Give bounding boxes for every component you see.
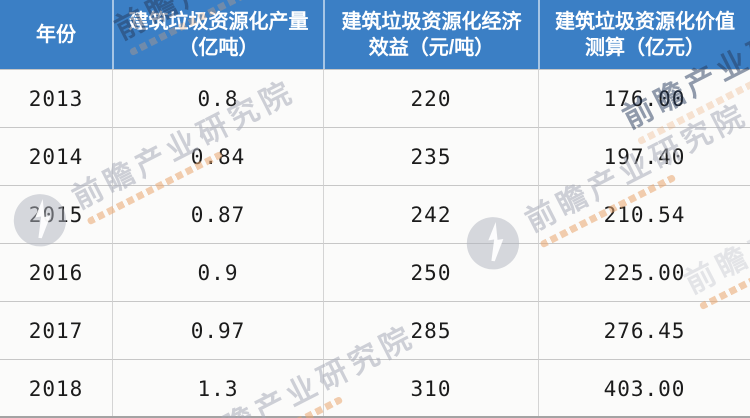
cell-benefit: 242 bbox=[323, 185, 538, 243]
cell-output: 0.87 bbox=[112, 185, 323, 243]
column-header-line1: 建筑垃圾资源化经济 bbox=[341, 10, 522, 33]
cell-value: 210.54 bbox=[538, 185, 750, 243]
cell-benefit: 235 bbox=[323, 127, 538, 185]
cell-value: 197.40 bbox=[538, 127, 750, 185]
cell-benefit: 250 bbox=[323, 243, 538, 301]
cell-year: 2016 bbox=[0, 243, 112, 301]
column-header-line2: 效益（元/吨） bbox=[368, 36, 495, 59]
cell-output: 0.8 bbox=[112, 69, 323, 127]
cell-value: 276.45 bbox=[538, 301, 750, 359]
column-header-benefit: 建筑垃圾资源化经济 效益（元/吨） bbox=[323, 0, 538, 69]
cell-output: 0.84 bbox=[112, 127, 323, 185]
column-header-line2: （亿吨） bbox=[178, 36, 259, 59]
column-header-value: 建筑垃圾资源化价值 测算（亿元） bbox=[538, 0, 750, 69]
cell-value: 225.00 bbox=[538, 243, 750, 301]
cell-year: 2017 bbox=[0, 301, 112, 359]
cell-year: 2013 bbox=[0, 69, 112, 127]
cell-year: 2014 bbox=[0, 127, 112, 185]
cell-value: 403.00 bbox=[538, 359, 750, 417]
column-header-year: 年份 bbox=[0, 0, 112, 69]
cell-output: 0.9 bbox=[112, 243, 323, 301]
column-header-line2: 测算（亿元） bbox=[585, 36, 705, 59]
column-header-line1: 年份 bbox=[36, 23, 76, 46]
cell-output: 1.3 bbox=[112, 359, 323, 417]
cell-benefit: 310 bbox=[323, 359, 538, 417]
cell-benefit: 220 bbox=[323, 69, 538, 127]
cell-year: 2018 bbox=[0, 359, 112, 417]
cell-benefit: 285 bbox=[323, 301, 538, 359]
cell-output: 0.97 bbox=[112, 301, 323, 359]
column-header-line1: 建筑垃圾资源化价值 bbox=[555, 10, 735, 33]
cell-year: 2015 bbox=[0, 185, 112, 243]
table-bottom-border bbox=[0, 416, 750, 418]
column-header-output: 建筑垃圾资源化产量 （亿吨） bbox=[112, 0, 323, 69]
cell-value: 176.00 bbox=[538, 69, 750, 127]
column-header-line1: 建筑垃圾资源化产量 bbox=[128, 10, 309, 33]
